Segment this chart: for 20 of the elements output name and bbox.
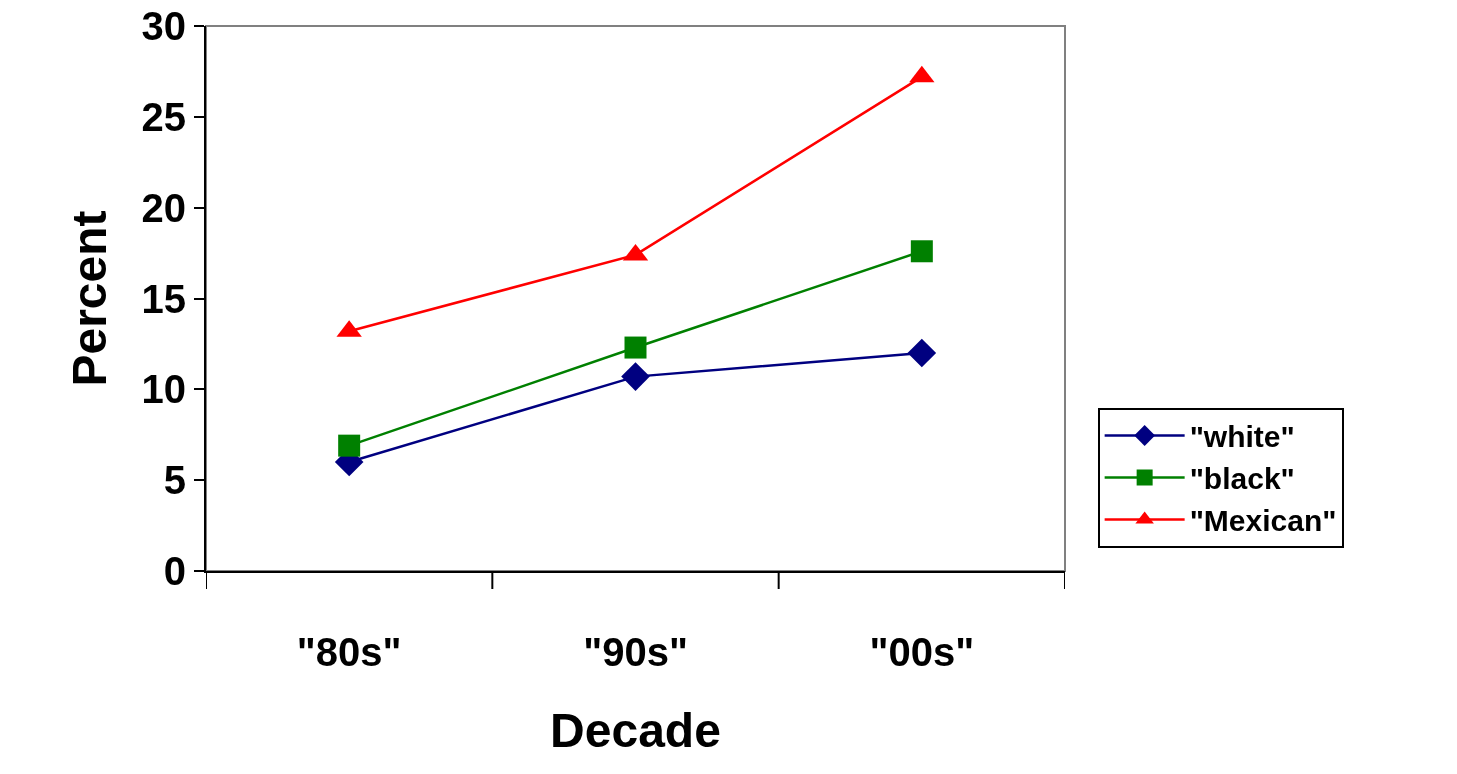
y-tick-label: 0 [163,549,186,593]
y-tick-label: 10 [141,367,186,412]
y-tick-label: 25 [141,94,186,139]
legend-label: "white" [1189,420,1295,454]
point [910,240,933,263]
legend-label: "Mexican" [1189,504,1337,538]
y-axis-title: Percent [62,210,116,387]
y-tick-label: 5 [163,458,186,503]
y-tick-label: 30 [141,4,186,48]
point [907,338,937,368]
x-tick-label: "00s" [869,630,975,674]
y-tick-label: 15 [141,276,186,321]
x-tick-label: "90s" [583,630,688,674]
point [338,434,361,457]
point [621,362,650,391]
x-axis-title: Decade [550,703,721,757]
x-tick-label: "80s" [296,630,402,674]
y-tick-label: 20 [141,185,186,230]
point [624,336,647,359]
legend-label: "black" [1189,462,1295,496]
